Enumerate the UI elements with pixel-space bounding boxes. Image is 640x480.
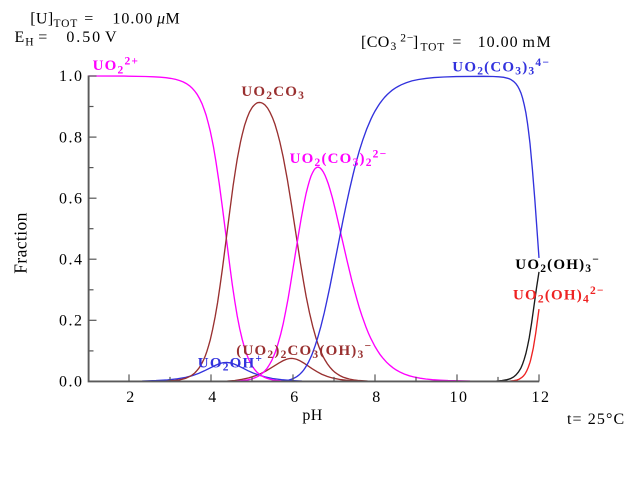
- svg-text:mM: mM: [523, 34, 553, 51]
- svg-text:UO2OH+: UO2OH+: [198, 353, 263, 374]
- svg-text:TOT: TOT: [54, 18, 79, 30]
- svg-text:1.0: 1.0: [59, 68, 84, 85]
- svg-text:[U]: [U]: [30, 10, 53, 27]
- svg-text:UO2(OH)3−: UO2(OH)3−: [515, 254, 600, 275]
- svg-text:H: H: [25, 37, 34, 49]
- svg-text:10: 10: [450, 389, 469, 406]
- svg-text:t= 25°C: t= 25°C: [567, 411, 625, 428]
- svg-text:0.6: 0.6: [59, 190, 84, 207]
- svg-text:=: =: [452, 34, 461, 51]
- svg-text:μM: μM: [156, 10, 180, 27]
- svg-text:2: 2: [126, 389, 136, 406]
- svg-text:0.8: 0.8: [59, 129, 84, 146]
- svg-text:]: ]: [413, 34, 419, 51]
- svg-text:TOT: TOT: [421, 42, 446, 54]
- svg-text:UO2(CO3)22−: UO2(CO3)22−: [290, 148, 388, 169]
- svg-text:E: E: [15, 29, 25, 46]
- svg-text:V: V: [105, 29, 117, 46]
- svg-text:UO2(CO3)34−: UO2(CO3)34−: [452, 57, 550, 78]
- svg-text:12: 12: [532, 389, 551, 406]
- svg-text:UO2(OH)42−: UO2(OH)42−: [513, 285, 605, 306]
- svg-text:0.4: 0.4: [59, 251, 84, 268]
- svg-text:10.00: 10.00: [478, 34, 519, 51]
- svg-text:Fraction: Fraction: [11, 212, 31, 274]
- svg-text:10.00: 10.00: [112, 10, 153, 27]
- svg-text:3: 3: [391, 41, 398, 53]
- svg-text:=: =: [38, 29, 47, 46]
- svg-text:=: =: [84, 10, 93, 27]
- svg-text:[CO: [CO: [361, 34, 390, 51]
- svg-text:(UO2)2CO3(OH)3−: (UO2)2CO3(OH)3−: [236, 340, 372, 361]
- svg-text:0.50: 0.50: [66, 29, 102, 46]
- svg-text:0.0: 0.0: [59, 374, 84, 391]
- svg-text:0.2: 0.2: [59, 313, 84, 330]
- svg-text:4: 4: [208, 389, 218, 406]
- svg-text:6: 6: [290, 389, 300, 406]
- svg-text:8: 8: [372, 389, 382, 406]
- svg-text:2−: 2−: [400, 33, 414, 45]
- svg-text:UO2CO3: UO2CO3: [241, 84, 305, 102]
- svg-text:UO22+: UO22+: [93, 56, 140, 77]
- svg-text:pH: pH: [302, 407, 322, 424]
